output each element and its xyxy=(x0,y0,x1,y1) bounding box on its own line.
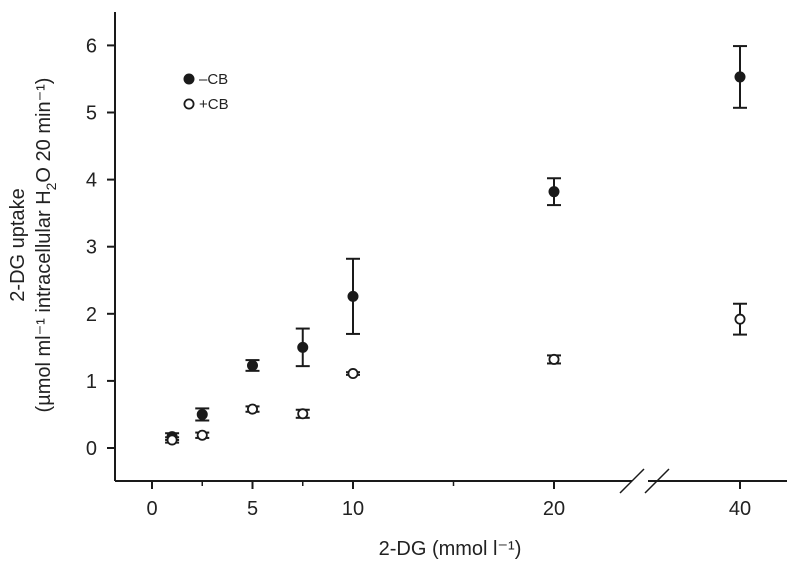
y-tick-label: 4 xyxy=(86,170,97,192)
open-marker xyxy=(246,403,258,415)
data-point xyxy=(547,353,561,365)
filled-marker xyxy=(196,408,208,420)
y-tick-label: 0 xyxy=(86,438,97,460)
open-marker xyxy=(166,434,178,446)
x-tick-label: 40 xyxy=(729,498,751,520)
open-marker xyxy=(196,429,208,441)
x-axis-title: 2-DG (mmol l⁻¹) xyxy=(379,538,522,560)
filled-marker xyxy=(548,186,560,198)
chart-legend: –CB +CB xyxy=(183,71,229,113)
filled-marker xyxy=(734,71,746,83)
data-point xyxy=(733,45,747,109)
series-minus-cb xyxy=(165,45,747,443)
open-marker xyxy=(297,408,309,420)
legend-label: –CB xyxy=(199,71,228,88)
data-point xyxy=(346,257,360,335)
data-point xyxy=(346,368,360,380)
legend-label: +CB xyxy=(199,96,229,113)
data-point xyxy=(547,177,561,207)
filled-marker xyxy=(246,359,258,371)
y-tick-label: 3 xyxy=(86,237,97,259)
chart-marks xyxy=(165,45,747,446)
series-plus-cb xyxy=(165,302,747,446)
y-tick-label: 2 xyxy=(86,304,97,326)
x-tick-label: 10 xyxy=(342,498,364,520)
filled-marker xyxy=(297,341,309,353)
data-point xyxy=(245,359,260,372)
data-point xyxy=(245,403,260,415)
open-marker xyxy=(734,313,746,325)
data-point xyxy=(195,429,210,441)
y-tick-label: 6 xyxy=(86,35,97,57)
data-point xyxy=(165,434,180,446)
y-tick-label: 1 xyxy=(86,371,97,393)
y-axis-title-line1: 2-DG uptake xyxy=(7,188,29,301)
open-marker xyxy=(548,353,560,365)
y-axis-title: 2-DG uptake (µmol ml⁻¹ intracellular H2O… xyxy=(7,78,59,413)
x-tick-label: 0 xyxy=(146,498,157,520)
data-point xyxy=(295,327,310,368)
y-axis-title-line2-sub: 2 xyxy=(43,182,59,190)
data-point xyxy=(733,302,747,336)
legend-marker xyxy=(183,73,195,85)
open-marker xyxy=(347,368,359,380)
y-axis-title-line2: (µmol ml⁻¹ intracellular H2O 20 min⁻¹) xyxy=(33,78,59,413)
legend-marker xyxy=(183,98,195,110)
x-tick-label: 5 xyxy=(247,498,258,520)
y-axis-title-line2-pre: (µmol ml⁻¹ intracellular H xyxy=(33,190,55,412)
chart-axes: 0 1 2 3 4 5 6 0 5 10 20 40 xyxy=(86,12,787,520)
y-axis-title-line2-post: O 20 min⁻¹) xyxy=(33,78,55,183)
data-point xyxy=(195,407,210,422)
y-tick-label: 5 xyxy=(86,103,97,125)
data-point xyxy=(295,408,310,420)
filled-marker xyxy=(347,290,359,302)
x-axis-break-mark-1 xyxy=(619,468,645,494)
x-tick-label: 20 xyxy=(543,498,565,520)
x-axis-break-mark-2 xyxy=(644,468,670,494)
